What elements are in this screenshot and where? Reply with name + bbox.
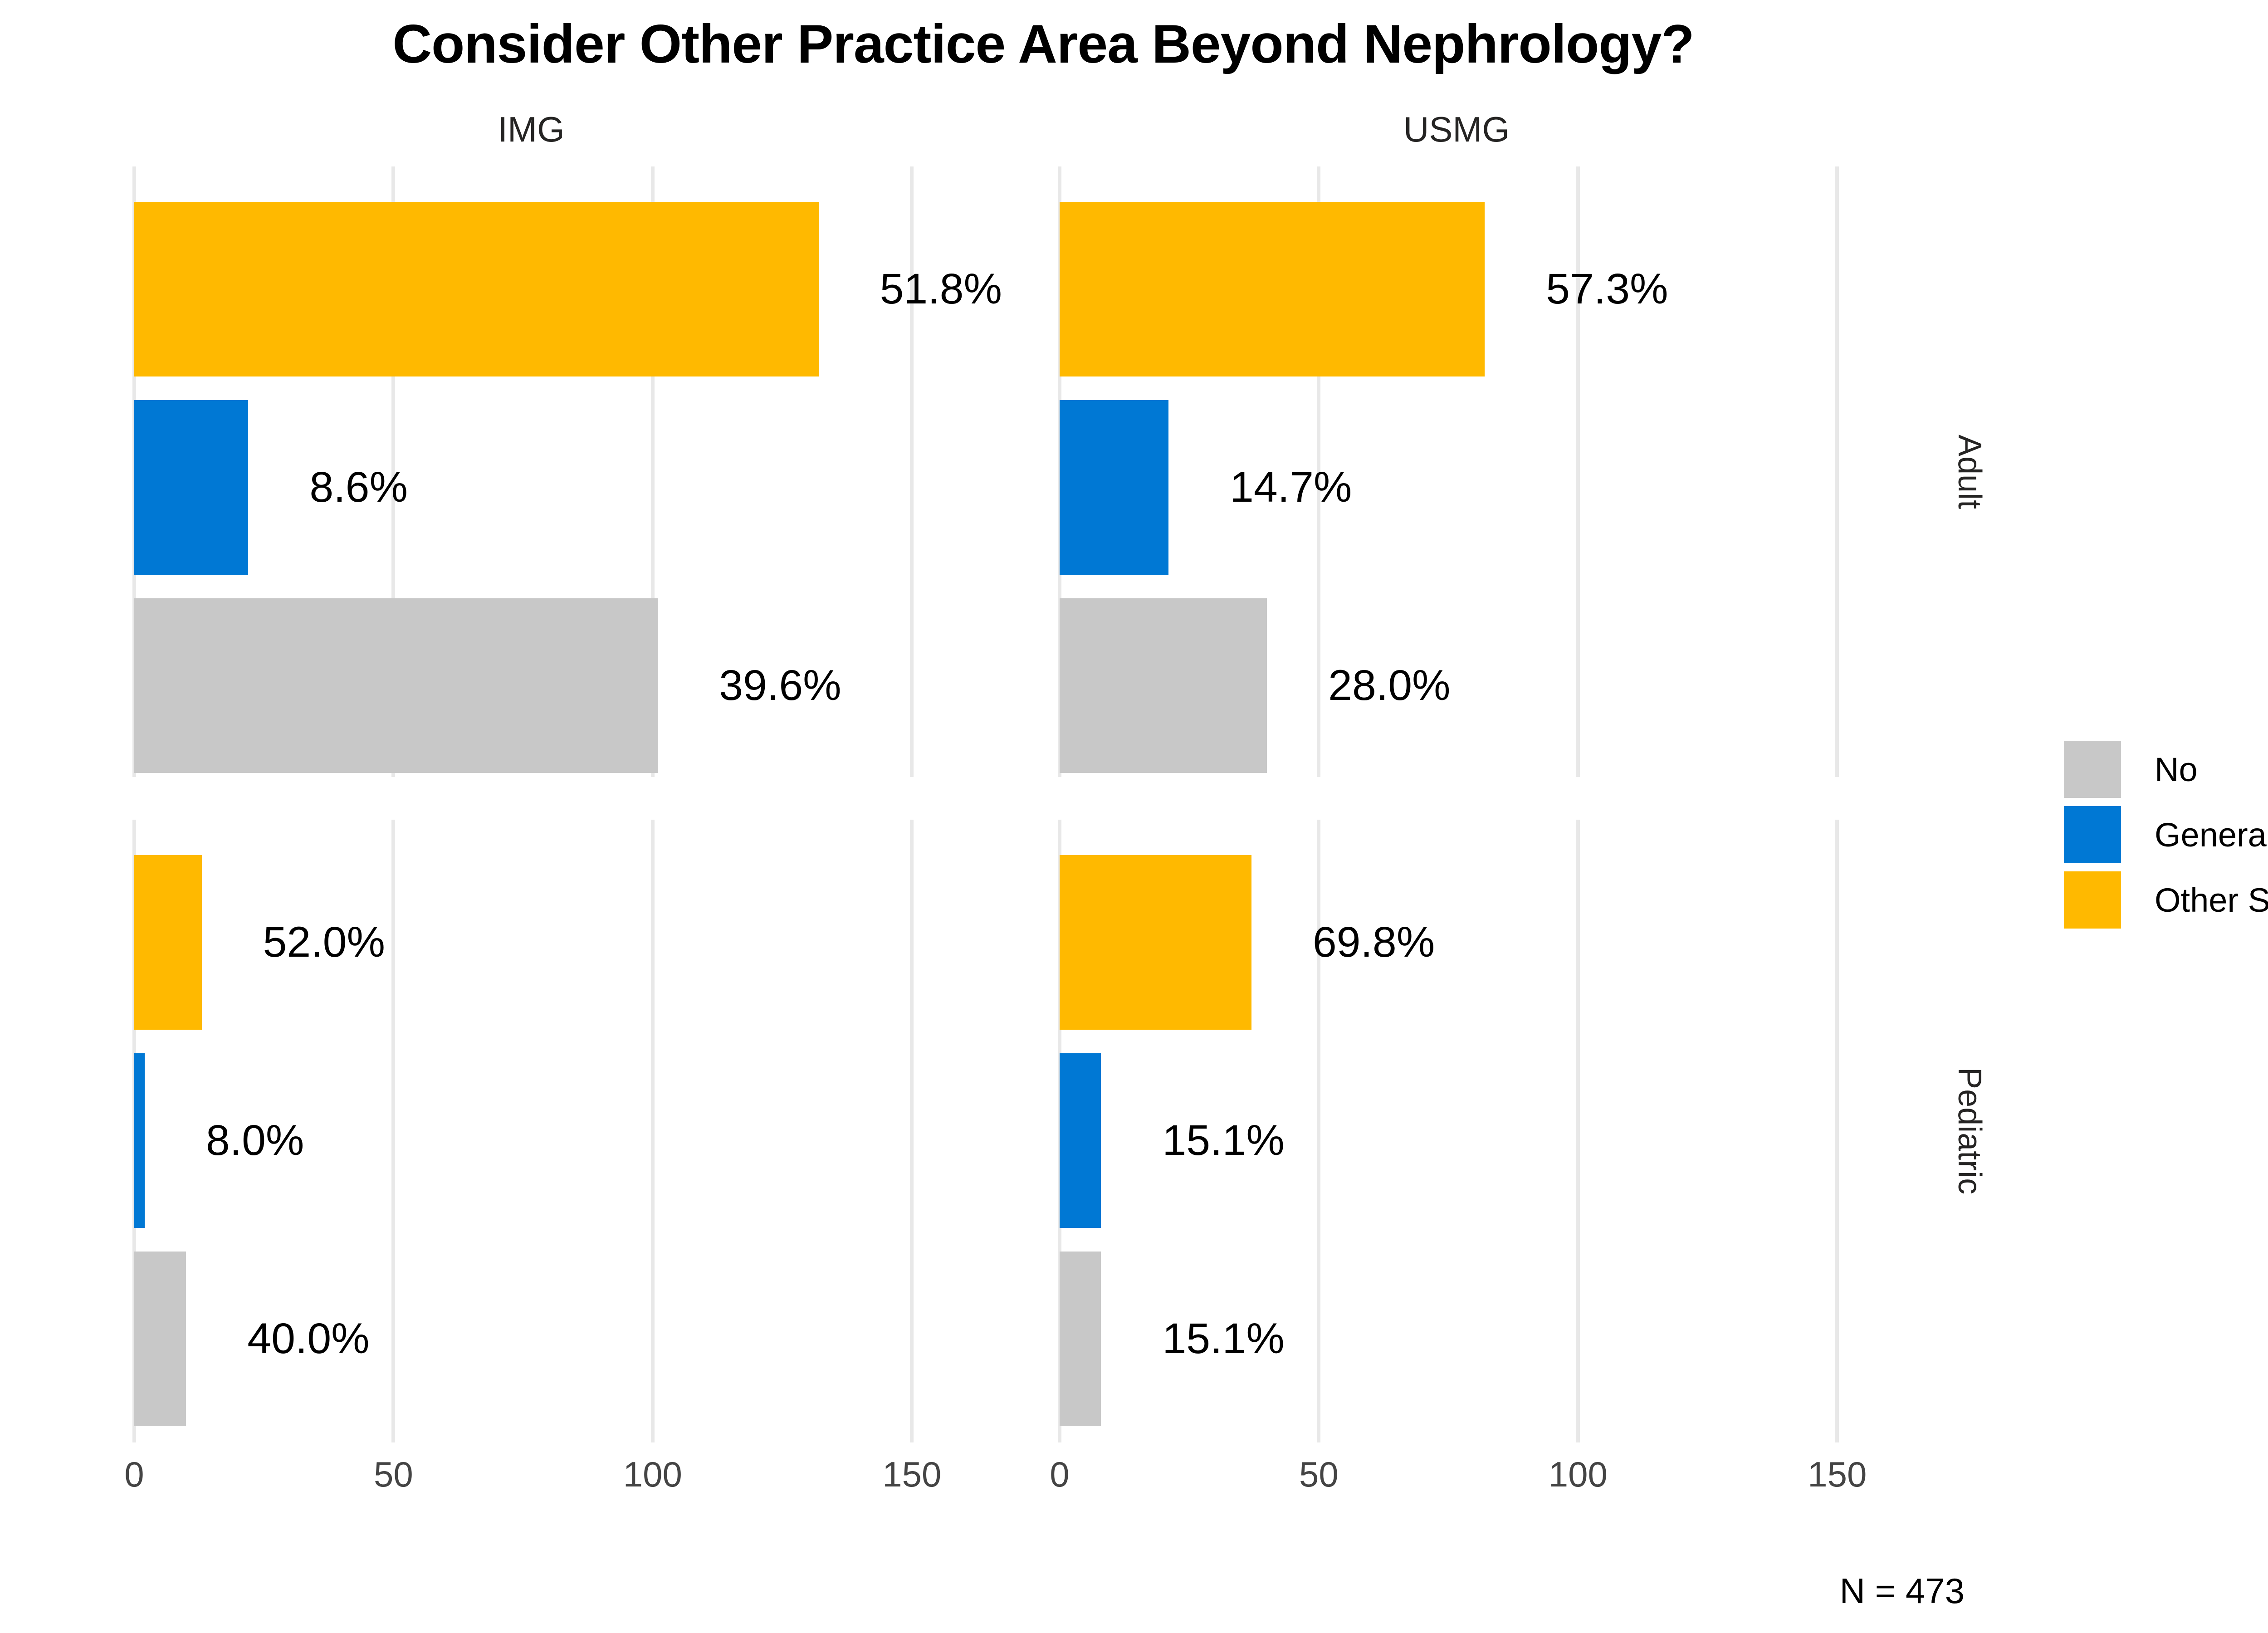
legend-item-general-practice[interactable]: General Practice [2064,806,2268,863]
legend-item-other-specialty[interactable]: Other Specialty [2064,871,2268,929]
x-axis-img: 0 50 100 150 [124,1454,1041,1499]
legend-item-no[interactable]: No [2064,741,2268,798]
bar-value-label: 52.0% [263,918,385,966]
x-axis-tick: 100 [1548,1454,1608,1494]
sample-size-note: N = 473 [1839,1571,1965,1611]
bar-general-practice[interactable] [1060,400,1168,575]
gridline [910,166,914,777]
legend-swatch-other-specialty [2064,871,2121,929]
bar-other-specialty[interactable] [134,855,202,1030]
bar-row: 28.0% [1060,598,1967,773]
gridline [391,166,396,777]
bar-value-label: 39.6% [719,661,841,709]
bar-other-specialty[interactable] [1060,202,1485,376]
legend-swatch-general-practice [2064,806,2121,863]
chart-title: Consider Other Practice Area Beyond Neph… [392,14,1694,74]
gridline [391,820,396,1442]
x-axis-tick: 50 [1299,1454,1339,1494]
x-axis-tick: 0 [124,1454,144,1494]
x-axis-tick: 100 [623,1454,682,1494]
bar-row: 15.1% [1060,1053,1967,1228]
facet-pediatric-usmg: 69.8% 15.1% 15.1% [1058,820,1967,1442]
facet-adult-usmg: 57.3% 14.7% 28.0% [1058,166,1967,777]
bar-other-specialty[interactable] [134,202,819,376]
x-axis-tick: 0 [1050,1454,1070,1494]
gridline [650,166,655,777]
gridline [1835,820,1839,1442]
gridline [1576,166,1580,777]
bar-value-label: 28.0% [1328,661,1451,709]
bar-value-label: 57.3% [1546,265,1668,313]
x-axis-usmg: 0 50 100 150 [1050,1454,1967,1499]
gridline [650,820,655,1442]
bar-value-label: 51.8% [880,265,1002,313]
gridline [1835,166,1839,777]
bar-row: 15.1% [1060,1252,1967,1426]
bar-row: 14.7% [1060,400,1967,575]
bar-other-specialty[interactable] [1060,855,1251,1030]
bar-row: 8.6% [134,400,1041,575]
bar-row: 40.0% [134,1252,1041,1426]
gridline [1576,820,1580,1442]
gridline [1317,820,1321,1442]
bar-row: 69.8% [1060,855,1967,1030]
facet-column-header-usmg: USMG [1403,109,1510,149]
facet-row-label-pediatric: Pediatric [1951,1067,1988,1195]
bar-general-practice[interactable] [134,1053,145,1228]
bar-value-label: 8.0% [205,1116,304,1164]
legend-swatch-no [2064,741,2121,798]
facet-row-label-adult: Adult [1951,434,1988,509]
facet-panel-adult-usmg: 57.3% 14.7% 28.0% [1060,166,1967,777]
facet-column-header-img: IMG [498,109,565,149]
bar-no[interactable] [134,598,658,773]
bar-row: 51.8% [134,202,1041,376]
bar-value-label: 69.8% [1312,918,1435,966]
x-axis-tick: 150 [1808,1454,1867,1494]
bar-value-label: 15.1% [1162,1116,1285,1164]
bar-row: 8.0% [134,1053,1041,1228]
x-axis-tick: 50 [374,1454,413,1494]
legend-label: General Practice [2155,816,2268,854]
bar-general-practice[interactable] [134,400,249,575]
facet-panel-pediatric-usmg: 69.8% 15.1% 15.1% [1060,820,1967,1442]
bar-row: 39.6% [134,598,1041,773]
facet-panel-pediatric-img: 52.0% 8.0% 40.0% [134,820,1041,1442]
bar-value-label: 8.6% [309,463,408,511]
gridline [910,820,914,1442]
bar-general-practice[interactable] [1060,1053,1101,1228]
bar-row: 57.3% [1060,202,1967,376]
bar-row: 52.0% [134,855,1041,1030]
legend: No General Practice Other Specialty [2064,741,2268,929]
facet-adult-img: 51.8% 8.6% 39.6% [132,166,1041,777]
legend-label: No [2155,750,2198,788]
bar-value-label: 14.7% [1230,463,1352,511]
bar-no[interactable] [1060,1252,1101,1426]
bar-no[interactable] [134,1252,186,1426]
bar-value-label: 15.1% [1162,1315,1285,1363]
bar-no[interactable] [1060,598,1267,773]
bar-value-label: 40.0% [247,1315,370,1363]
facet-panel-adult-img: 51.8% 8.6% 39.6% [134,166,1041,777]
gridline [1317,166,1321,777]
facet-pediatric-img: 52.0% 8.0% 40.0% [132,820,1041,1442]
legend-label: Other Specialty [2155,881,2268,919]
x-axis-tick: 150 [882,1454,942,1494]
